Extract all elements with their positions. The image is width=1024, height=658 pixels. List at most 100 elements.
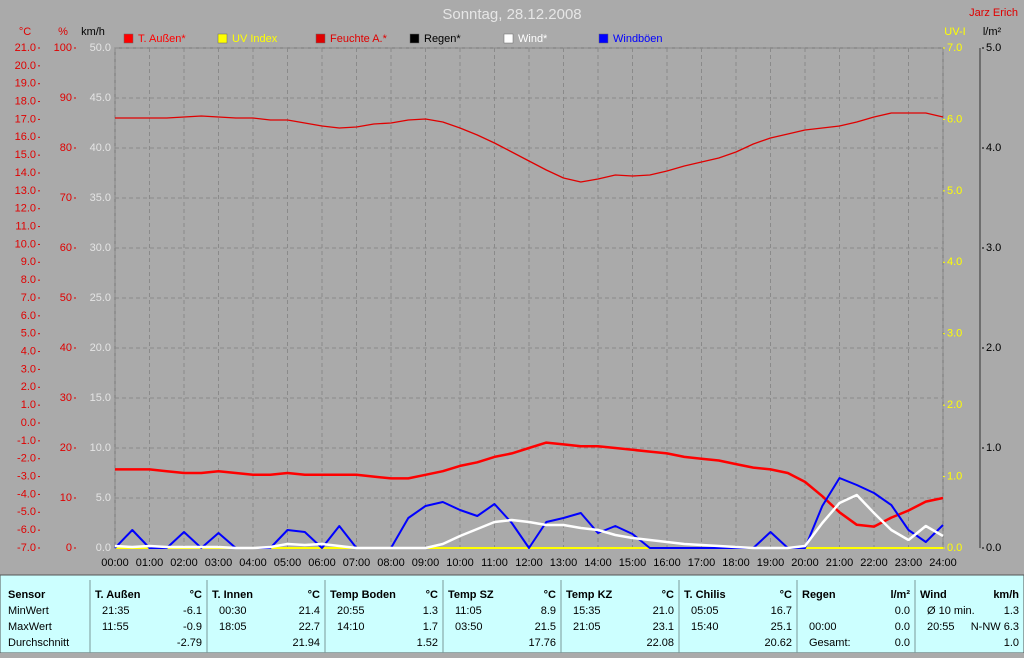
legend-label: Regen* — [424, 33, 461, 45]
cell-value: 0.0 — [895, 621, 910, 633]
y-tick-label: 100 — [54, 42, 72, 54]
cell-time: 15:40 — [691, 621, 719, 633]
cell-value: 22.7 — [299, 621, 320, 633]
y-tick-label: 11.0 — [15, 220, 36, 232]
legend-label: Feuchte A.* — [330, 33, 388, 45]
cell-time: 21:35 — [102, 605, 130, 617]
cell-value: 1.3 — [423, 605, 438, 617]
y-tick-label: 0.0 — [21, 417, 36, 429]
x-tick-label: 18:00 — [722, 557, 750, 569]
y-tick-label: 13.0 — [15, 185, 36, 197]
y-tick-label: -6.0 — [17, 524, 36, 536]
cell-value: -0.9 — [183, 621, 202, 633]
cell-time: 00:30 — [219, 605, 247, 617]
legend-swatch — [217, 33, 228, 44]
x-tick-label: 22:00 — [860, 557, 888, 569]
y-tick-label: -7.0 — [17, 542, 36, 554]
x-tick-label: 09:00 — [412, 557, 440, 569]
chart-background — [0, 0, 1024, 575]
y-tick-label: 2.0 — [986, 342, 1001, 354]
x-tick-label: 04:00 — [239, 557, 267, 569]
y-tick-label: 5.0 — [21, 328, 36, 340]
x-tick-label: 11:00 — [481, 557, 508, 569]
y-tick-label: 3.0 — [947, 328, 962, 340]
cell-time: 20:55 — [927, 621, 955, 633]
column-unit: °C — [544, 589, 556, 601]
y-tick-label: 30.0 — [90, 242, 111, 254]
y-tick-label: -1.0 — [17, 435, 36, 447]
y-tick-label: 80 — [60, 142, 72, 154]
y-tick-label: 15.0 — [90, 392, 111, 404]
y-tick-label: 19.0 — [15, 78, 36, 90]
cell-time: 11:55 — [102, 621, 129, 633]
column-unit: °C — [426, 589, 438, 601]
y-tick-label: 70 — [60, 192, 72, 204]
y-tick-label: 7.0 — [21, 292, 36, 304]
cell-value: 22.08 — [646, 637, 674, 649]
legend-swatch — [409, 33, 420, 44]
cell-value: 21.5 — [535, 621, 556, 633]
series-line — [115, 441, 944, 528]
column-header: Wind — [920, 589, 947, 601]
x-tick-label: 13:00 — [550, 557, 578, 569]
axis-title: km/h — [81, 26, 105, 38]
x-tick-label: 00:00 — [101, 557, 129, 569]
column-header: T. Innen — [212, 589, 253, 601]
y-tick-label: 4.0 — [986, 142, 1001, 154]
legend-label: UV Index — [232, 33, 278, 45]
cell-value: 16.7 — [771, 605, 792, 617]
x-tick-label: 02:00 — [170, 557, 198, 569]
chart-title: Sonntag, 28.12.2008 — [442, 6, 581, 23]
y-tick-label: 20.0 — [90, 342, 111, 354]
x-tick-label: 21:00 — [826, 557, 854, 569]
column-header: Temp SZ — [448, 589, 494, 601]
legend-label: T. Außen* — [138, 33, 186, 45]
x-tick-label: 16:00 — [653, 557, 681, 569]
y-tick-label: 40.0 — [90, 142, 111, 154]
y-tick-label: -4.0 — [17, 488, 36, 500]
x-tick-label: 14:00 — [584, 557, 612, 569]
row-label: Sensor — [8, 589, 46, 601]
legend-swatch — [503, 33, 514, 44]
y-tick-label: 40 — [60, 342, 72, 354]
y-tick-label: 12.0 — [15, 203, 36, 215]
axis-title: UV-I — [944, 26, 965, 38]
column-unit: km/h — [993, 589, 1019, 601]
legend-swatch — [598, 33, 609, 44]
cell-time: Gesamt: — [809, 637, 851, 649]
column-unit: °C — [662, 589, 674, 601]
x-tick-label: 01:00 — [136, 557, 164, 569]
cell-value: -6.1 — [183, 605, 202, 617]
column-header: T. Außen — [95, 589, 141, 601]
x-tick-label: 17:00 — [688, 557, 716, 569]
x-tick-label: 03:00 — [205, 557, 233, 569]
y-tick-label: 5.0 — [96, 492, 111, 504]
cell-time: 14:10 — [337, 621, 365, 633]
x-tick-label: 06:00 — [308, 557, 336, 569]
y-tick-label: 5.0 — [947, 185, 962, 197]
y-tick-label: 4.0 — [21, 345, 36, 357]
column-unit: °C — [308, 589, 320, 601]
column-unit: °C — [190, 589, 202, 601]
axis-title: % — [58, 26, 68, 38]
column-unit: °C — [780, 589, 792, 601]
cell-value: 1.0 — [1004, 637, 1019, 649]
cell-value: 20.62 — [764, 637, 792, 649]
y-tick-label: 18.0 — [15, 95, 36, 107]
cell-value: 1.3 — [1004, 605, 1019, 617]
y-tick-label: 2.0 — [947, 399, 962, 411]
y-tick-label: 17.0 — [15, 113, 36, 125]
column-header: Temp KZ — [566, 589, 613, 601]
y-tick-label: 14.0 — [15, 167, 36, 179]
axis-title: °C — [19, 26, 31, 38]
y-tick-label: 16.0 — [15, 131, 36, 143]
cell-time: 15:35 — [573, 605, 601, 617]
legend-swatch — [123, 33, 134, 44]
y-tick-label: 30 — [60, 392, 72, 404]
cell-time: 03:50 — [455, 621, 483, 633]
y-tick-label: 1.0 — [947, 470, 962, 482]
cell-value: 1.7 — [423, 621, 438, 633]
y-tick-label: 6.0 — [947, 113, 962, 125]
series-line — [114, 493, 944, 550]
series-line — [115, 112, 944, 183]
